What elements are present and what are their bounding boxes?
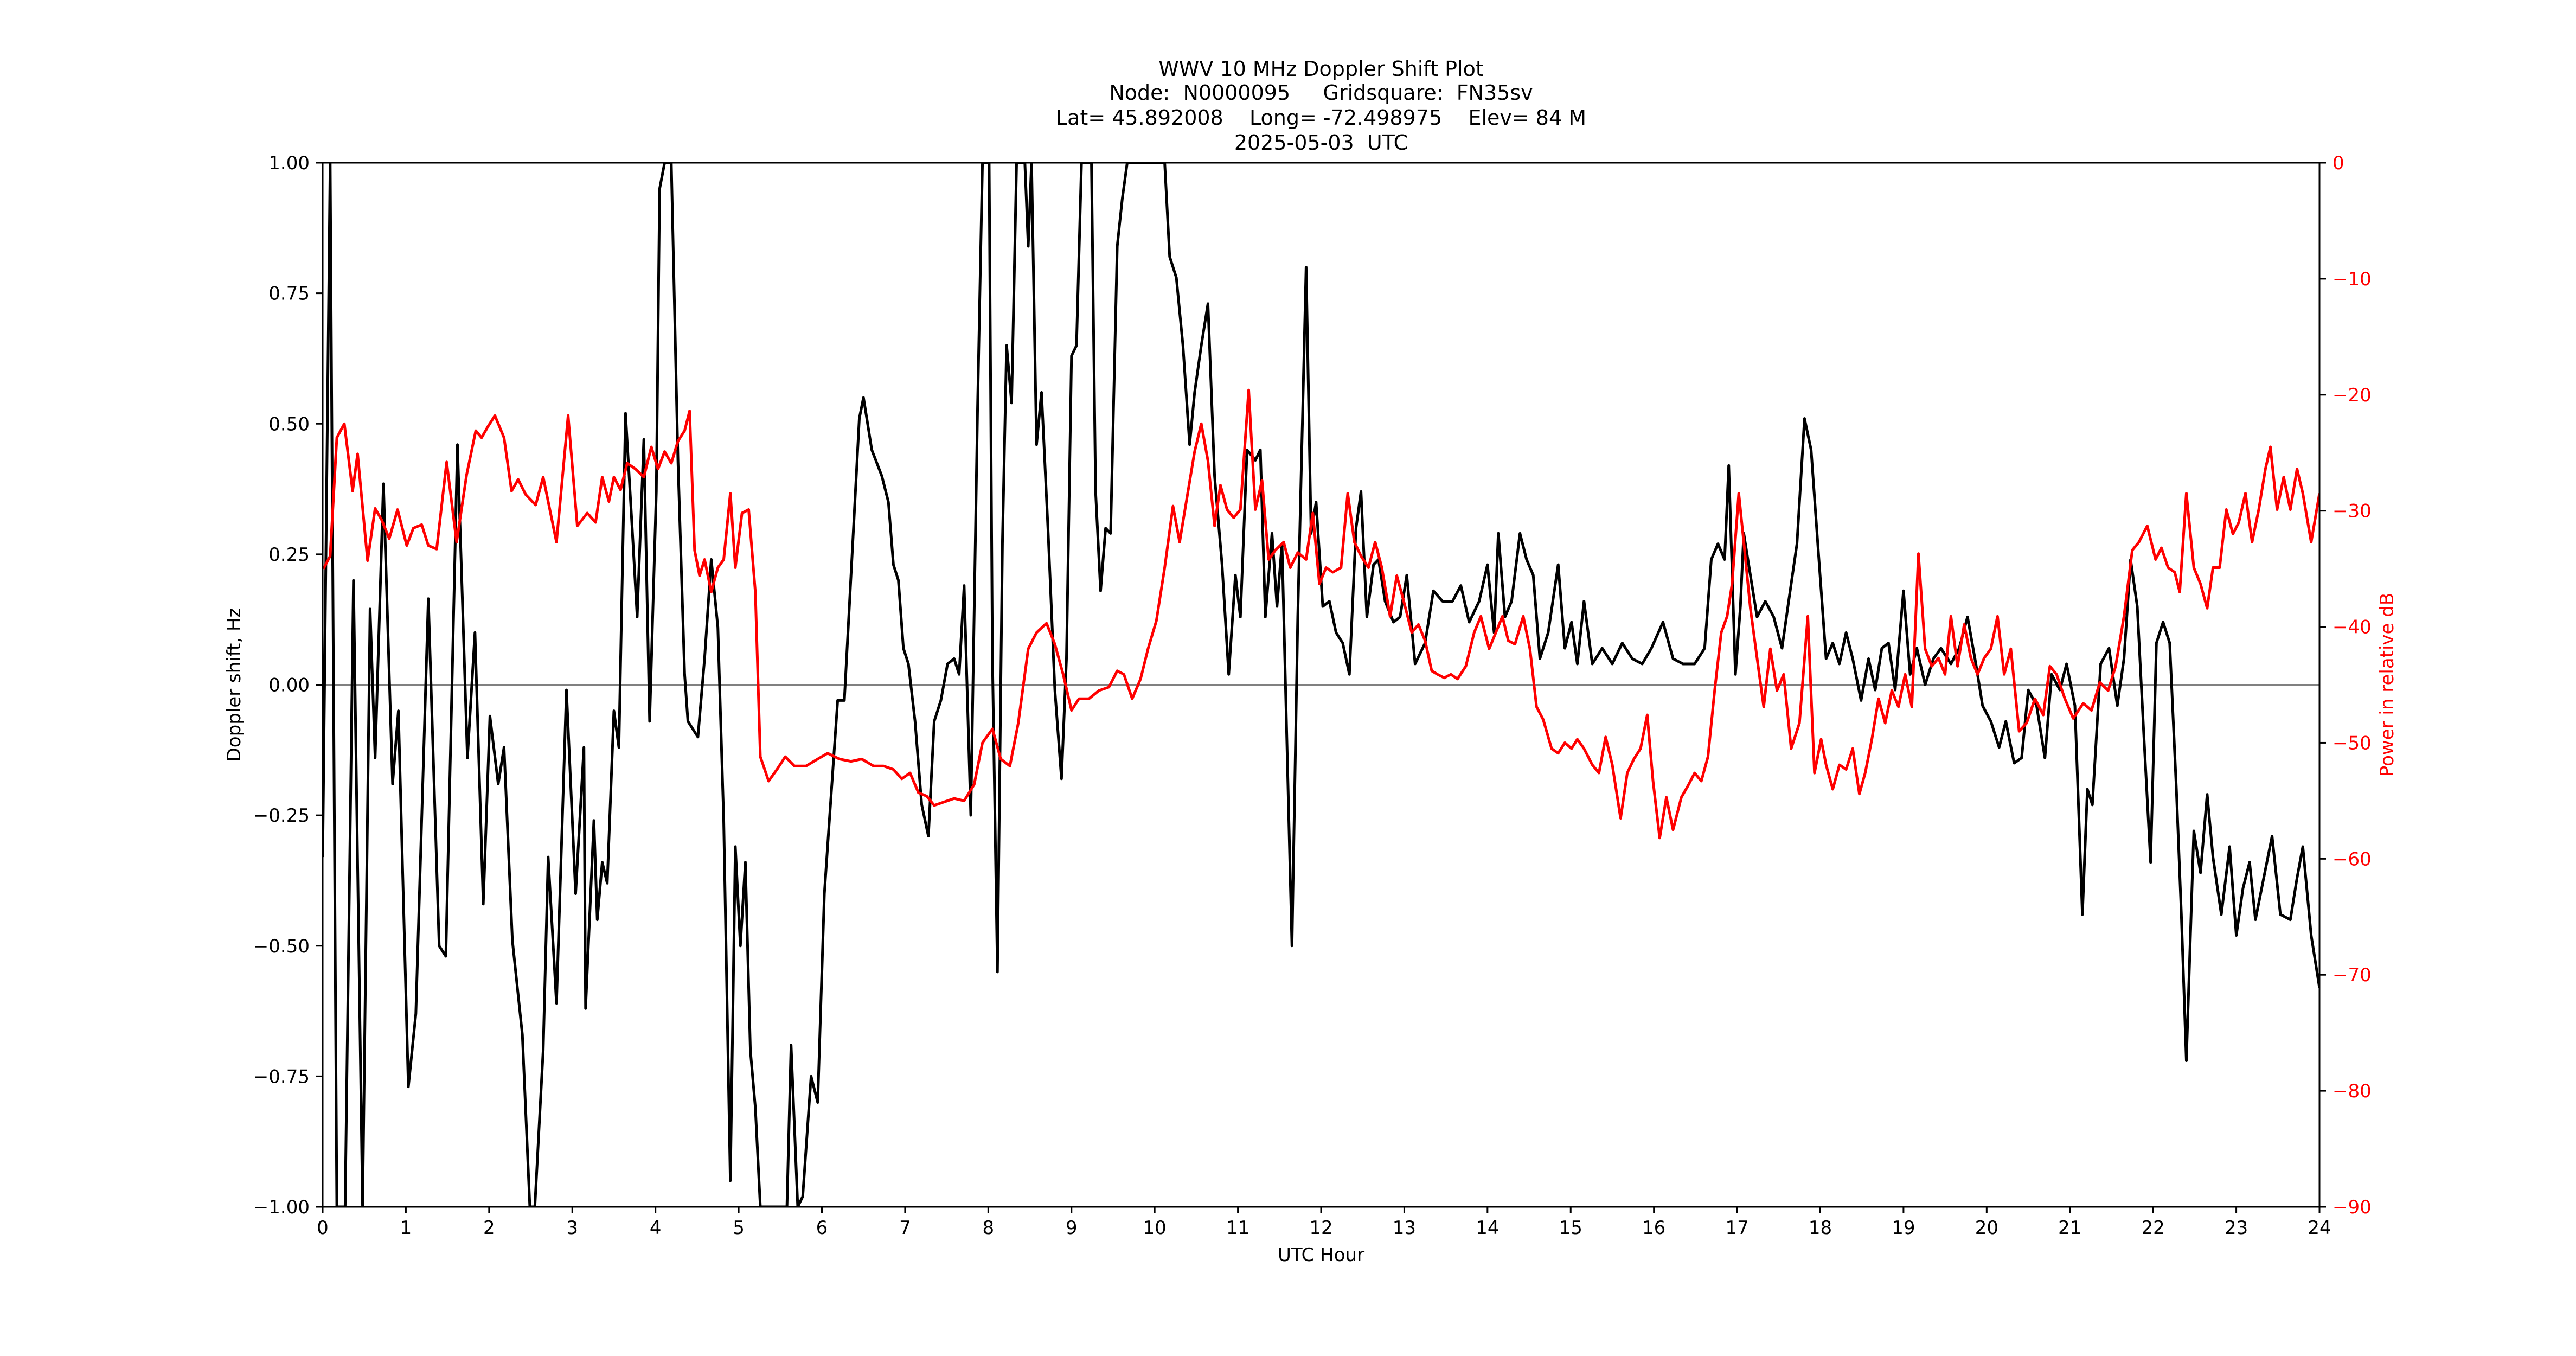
y2-tick-label: −40: [2333, 617, 2372, 638]
x-tick-label: 21: [2058, 1217, 2081, 1239]
x-tick-label: 19: [1892, 1217, 1915, 1239]
x-tick-label: 2: [483, 1217, 495, 1239]
x-tick-label: 16: [1642, 1217, 1665, 1239]
x-tick-label: 15: [1559, 1217, 1582, 1239]
y-tick-label: −0.25: [253, 805, 310, 827]
y-tick-label: 1.00: [268, 152, 310, 174]
x-tick-label: 8: [983, 1217, 995, 1239]
x-tick-label: 22: [2142, 1217, 2165, 1239]
x-tick-label: 23: [2225, 1217, 2248, 1239]
x-axis: 0 1 2 3 4 5 6 7 8 9 10 11 12 13 14 15 16 17 18 19 20 21 22 23 24: [317, 1207, 2331, 1239]
x-tick-label: 0: [317, 1217, 329, 1239]
x-tick-label: 12: [1309, 1217, 1332, 1239]
y-tick-label: 0.25: [268, 544, 310, 566]
x-tick-label: 20: [1975, 1217, 1998, 1239]
x-tick-label: 11: [1226, 1217, 1249, 1239]
right-y-axis: 0 −10 −20 −30 −40 −50 −60 −70 −80 −90: [2319, 152, 2372, 1218]
y-tick-label: −1.00: [253, 1197, 310, 1218]
y-tick-label: −0.75: [253, 1066, 310, 1088]
chart-subtitle-node: Node: N0000095 Gridsquare: FN35sv: [1109, 81, 1533, 105]
x-axis-label: UTC Hour: [1278, 1244, 1364, 1266]
y2-tick-label: −70: [2333, 964, 2372, 986]
x-tick-label: 6: [816, 1217, 828, 1239]
x-tick-label: 13: [1393, 1217, 1416, 1239]
y2-tick-label: −30: [2333, 501, 2372, 522]
y2-tick-label: −50: [2333, 732, 2372, 754]
x-tick-label: 3: [566, 1217, 578, 1239]
y-tick-label: 0.50: [268, 413, 310, 435]
left-y-axis-label: Doppler shift, Hz: [223, 608, 245, 762]
x-tick-label: 17: [1725, 1217, 1748, 1239]
x-tick-label: 5: [733, 1217, 745, 1239]
y2-tick-label: −10: [2333, 268, 2372, 290]
x-tick-label: 10: [1143, 1217, 1167, 1239]
chart-subtitle-date: 2025-05-03 UTC: [1234, 131, 1408, 155]
left-y-axis: 1.00 0.75 0.50 0.25 0.00 −0.25 −0.50 −0.75 −1.00: [253, 152, 323, 1218]
y-tick-label: 0.00: [268, 675, 310, 696]
y-tick-label: 0.75: [268, 283, 310, 305]
y2-tick-label: −80: [2333, 1080, 2372, 1102]
y-tick-label: −0.50: [253, 936, 310, 957]
x-tick-label: 14: [1476, 1217, 1499, 1239]
x-tick-label: 24: [2308, 1217, 2331, 1239]
y2-tick-label: 0: [2333, 152, 2344, 174]
x-tick-label: 4: [650, 1217, 662, 1239]
right-y-axis-label: Power in relative dB: [2376, 593, 2398, 777]
y2-tick-label: −60: [2333, 848, 2372, 870]
power-db-line: [323, 388, 2319, 840]
y2-tick-label: −90: [2333, 1197, 2372, 1218]
chart-title: WWV 10 MHz Doppler Shift Plot: [1158, 57, 1484, 81]
doppler-shift-line: [323, 163, 2319, 1207]
x-tick-label: 7: [899, 1217, 911, 1239]
y2-tick-label: −20: [2333, 385, 2372, 406]
chart-subtitle-location: Lat= 45.892008 Long= -72.498975 Elev= 84…: [1055, 106, 1587, 130]
x-tick-label: 1: [400, 1217, 412, 1239]
x-tick-label: 9: [1066, 1217, 1078, 1239]
x-tick-label: 18: [1809, 1217, 1832, 1239]
